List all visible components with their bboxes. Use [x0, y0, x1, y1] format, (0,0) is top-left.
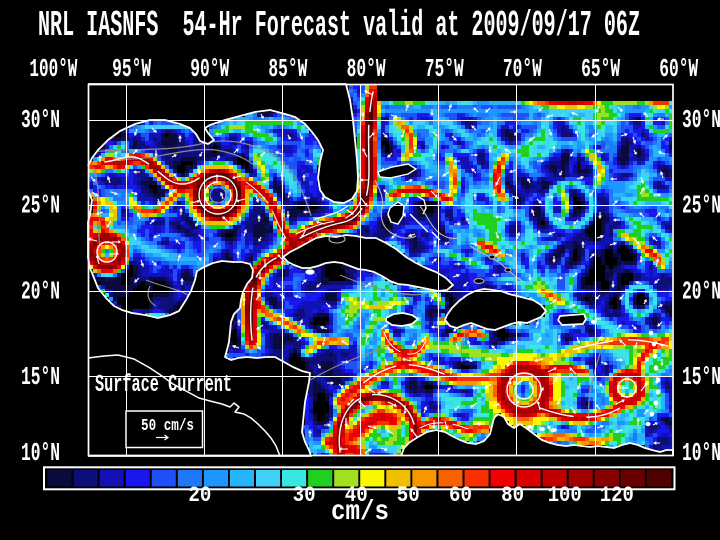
- svg-text:100: 100: [548, 483, 582, 508]
- svg-text:20°N: 20°N: [682, 276, 720, 306]
- svg-text:100°W: 100°W: [29, 54, 77, 84]
- svg-text:20: 20: [188, 483, 211, 508]
- svg-text:15°N: 15°N: [682, 362, 720, 392]
- svg-text:90°W: 90°W: [190, 54, 229, 84]
- svg-text:50: 50: [397, 483, 420, 508]
- svg-text:30: 30: [293, 483, 316, 508]
- svg-text:20°N: 20°N: [21, 276, 60, 306]
- svg-text:60: 60: [449, 483, 472, 508]
- svg-text:80°W: 80°W: [347, 54, 386, 84]
- svg-text:15°N: 15°N: [21, 362, 60, 392]
- svg-text:30°N: 30°N: [21, 105, 60, 135]
- svg-text:95°W: 95°W: [112, 54, 151, 84]
- svg-text:65°W: 65°W: [581, 54, 620, 84]
- svg-text:50 cm/s: 50 cm/s: [141, 417, 194, 436]
- svg-text:NRL IASNFS 54-Hr Forecast val: NRL IASNFS 54-Hr Forecast valid at 2009/…: [38, 5, 640, 46]
- svg-text:25°N: 25°N: [682, 190, 720, 220]
- svg-text:Surface Current: Surface Current: [95, 372, 232, 399]
- svg-text:120: 120: [600, 483, 634, 508]
- svg-text:30°N: 30°N: [682, 105, 720, 135]
- svg-text:70°W: 70°W: [503, 54, 542, 84]
- svg-text:cm/s: cm/s: [331, 497, 389, 528]
- svg-text:40: 40: [345, 483, 368, 508]
- svg-text:75°W: 75°W: [425, 54, 464, 84]
- svg-text:80: 80: [501, 483, 524, 508]
- svg-text:60°W: 60°W: [659, 54, 698, 84]
- svg-text:10°N: 10°N: [21, 438, 60, 468]
- svg-text:85°W: 85°W: [268, 54, 307, 84]
- svg-text:10°N: 10°N: [682, 438, 720, 468]
- svg-text:25°N: 25°N: [21, 190, 60, 220]
